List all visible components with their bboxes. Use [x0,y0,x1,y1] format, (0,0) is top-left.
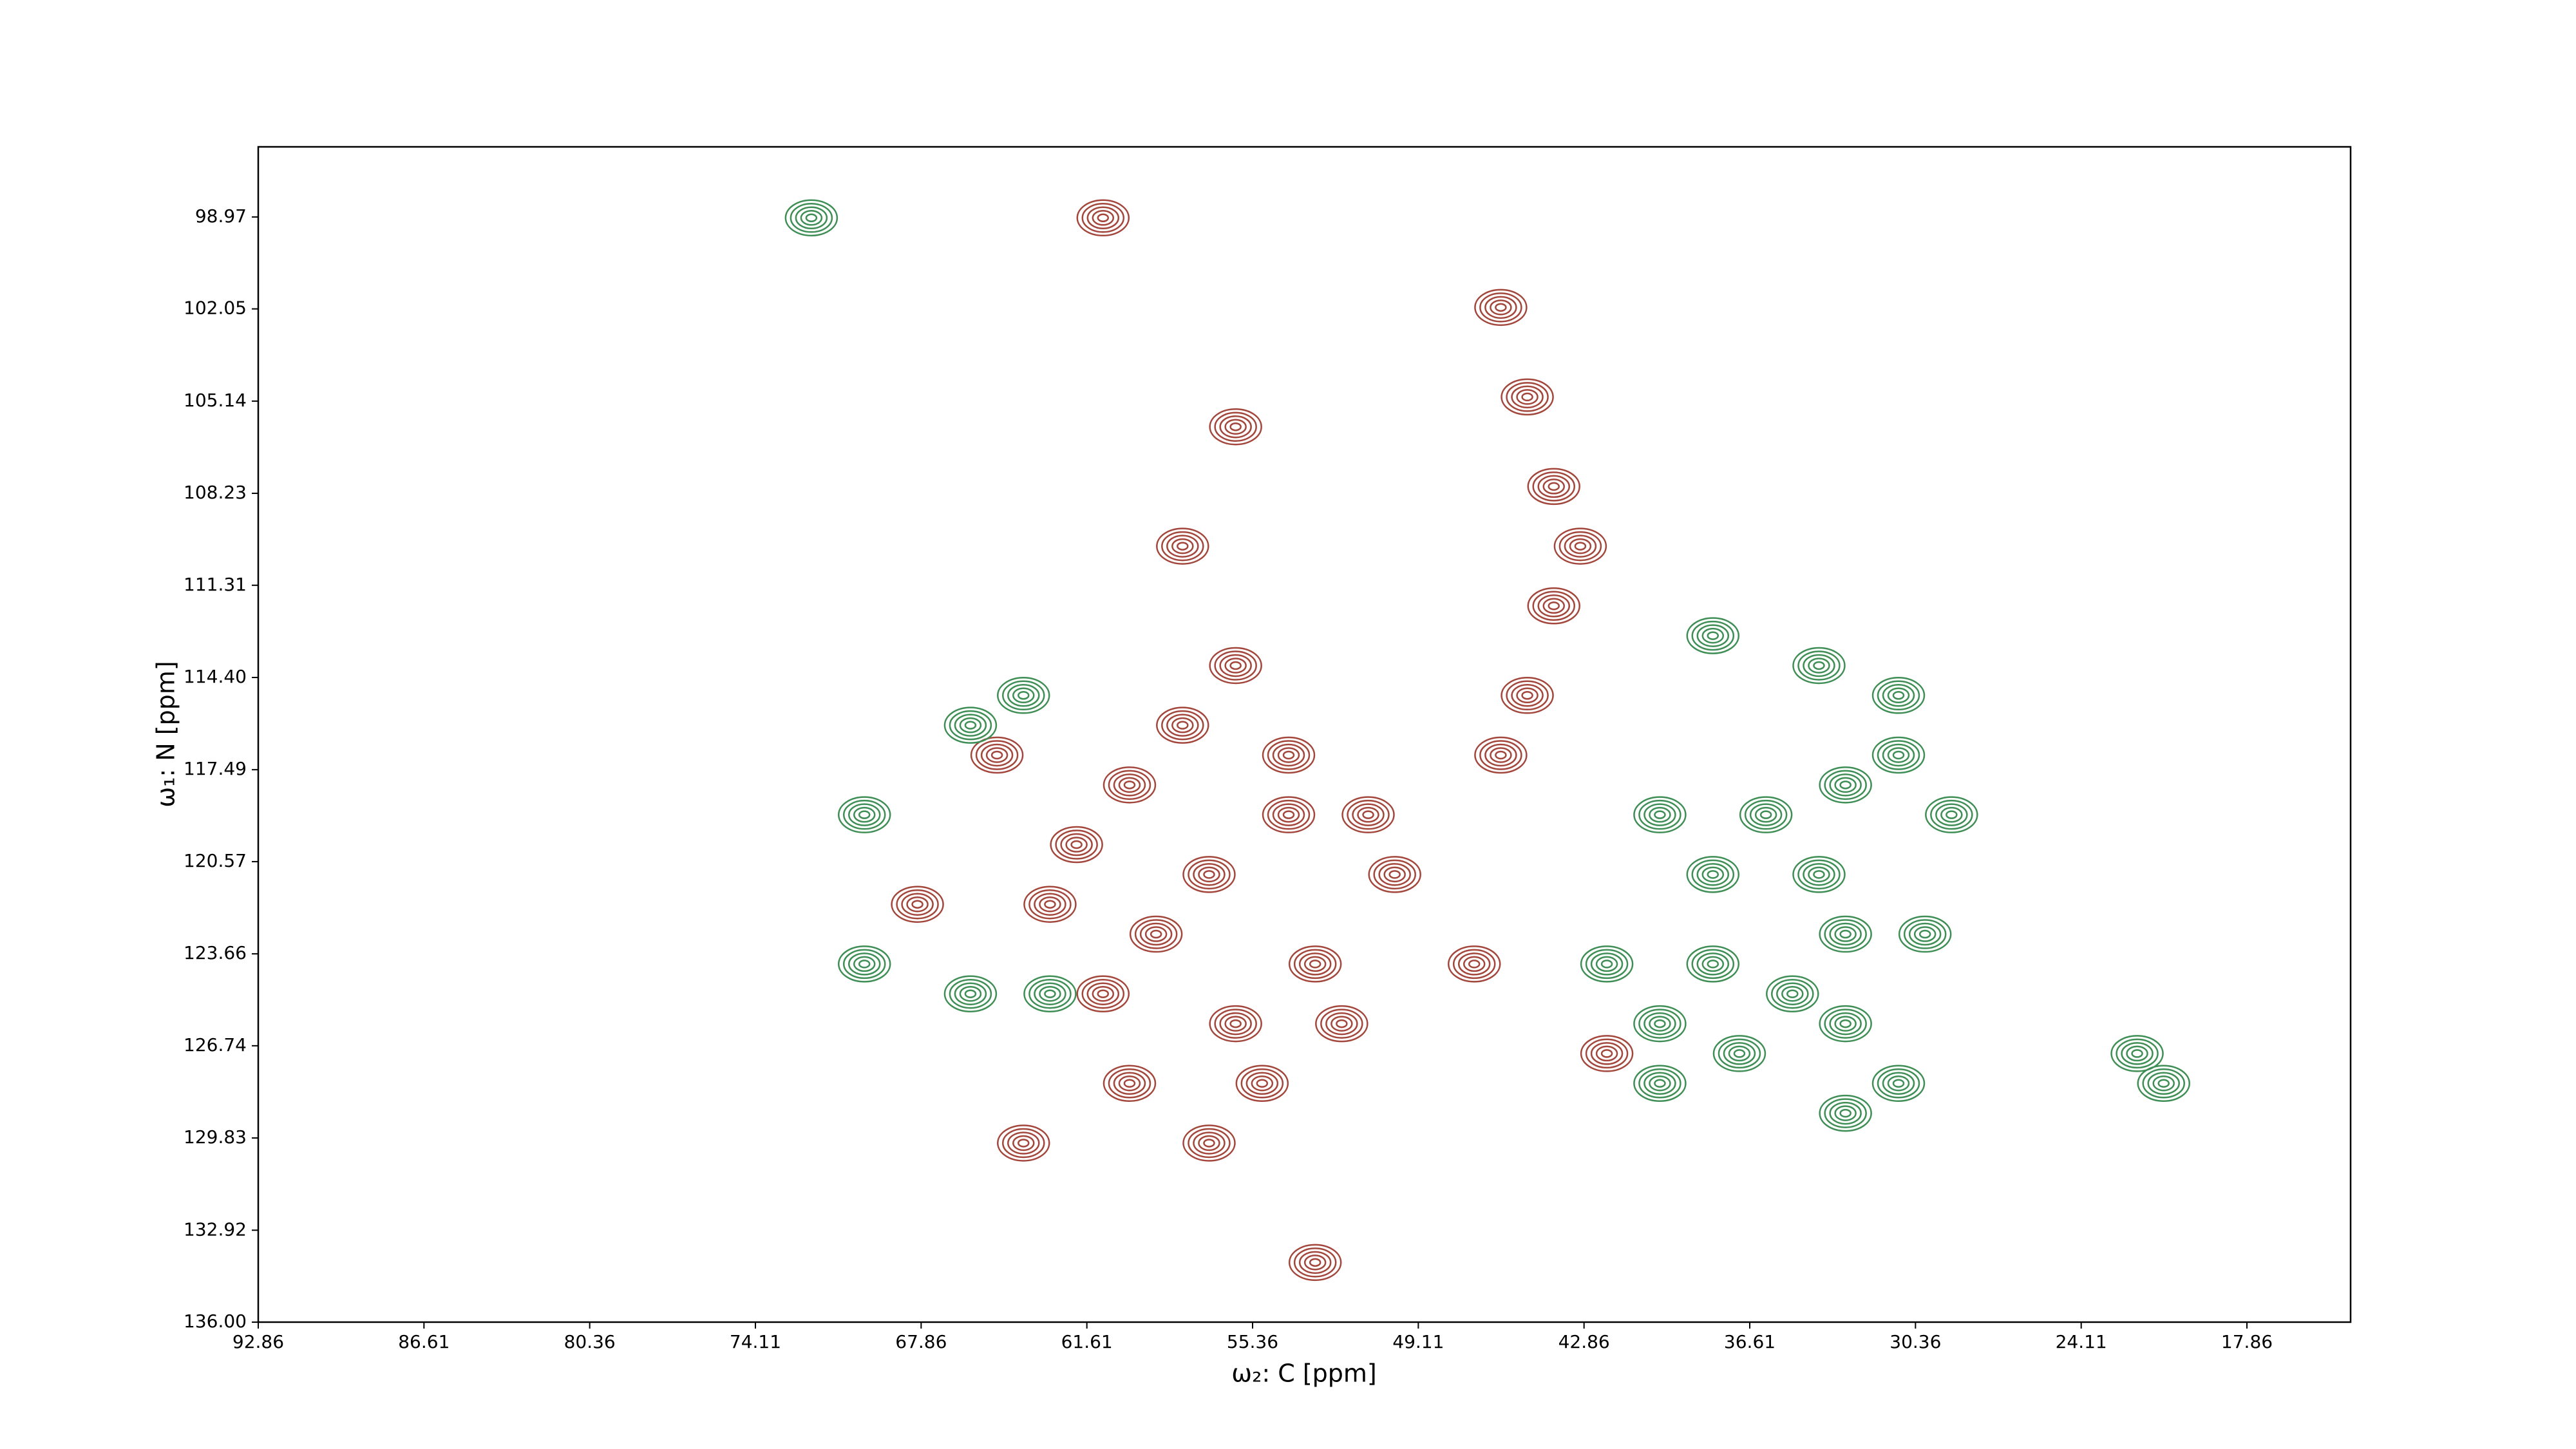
contour-peak [1633,1065,1687,1102]
y-tick-label: 117.49 [184,758,247,779]
contour-peak [1501,378,1554,416]
contour-peak [1023,975,1077,1012]
contour-peak [1209,647,1262,685]
contour-peak [2110,1035,2164,1072]
contour-peak [1686,856,1740,893]
x-tick-label: 80.36 [564,1331,616,1352]
x-tick-label: 86.61 [398,1331,450,1352]
contour-peak [1209,408,1262,446]
x-tick-label: 36.61 [1724,1331,1776,1352]
contour-peak [1103,1065,1157,1102]
contour-peak [1819,766,1872,804]
contour-peak [1023,886,1077,923]
contour-peak [943,975,998,1012]
contour-peak [997,1124,1050,1162]
x-tick-label: 74.11 [730,1331,781,1352]
contour-peak [1209,1005,1262,1043]
contour-peak [943,706,998,744]
contour-peak [2137,1065,2190,1102]
x-tick-label: 67.86 [895,1331,947,1352]
contour-peak [1527,587,1580,625]
contour-peak [1474,289,1528,327]
contour-peak [1050,826,1103,864]
contour-peak [1580,945,1634,983]
contour-peak [1925,796,1978,833]
y-tick-label: 114.40 [184,666,247,687]
contour-peak [1553,527,1607,565]
y-tick-label: 98.97 [195,205,247,227]
x-tick-label: 92.86 [232,1331,284,1352]
y-tick-label: 102.05 [184,298,247,319]
contour-peak [891,886,944,923]
contour-peak [1315,1005,1368,1043]
x-tick-label: 49.11 [1392,1331,1444,1352]
contour-peak [1182,1124,1236,1162]
contour-peak [1633,1005,1687,1043]
y-tick-label: 129.83 [184,1126,247,1148]
contour-peak [1871,1065,1926,1102]
contour-peak [1262,796,1316,833]
x-tick-label: 42.86 [1558,1331,1610,1352]
contour-peak [1474,736,1528,774]
contour-peak [1235,1065,1289,1102]
contour-peak [1898,915,1952,953]
contour-peak [1871,736,1926,774]
contour-peak [1792,647,1846,685]
contour-peak [1819,915,1872,953]
y-tick-label: 132.92 [184,1218,247,1240]
contour-peak [1076,975,1130,1012]
contour-peak [1871,677,1926,714]
y-tick-label: 111.31 [184,574,247,595]
contour-peak [1792,856,1846,893]
contour-peak [837,796,891,833]
contour-peak [1819,1005,1872,1043]
y-tick-label: 123.66 [184,942,247,963]
contour-peak [1712,1035,1766,1072]
contour-peak [837,945,891,983]
contour-peak [1288,945,1342,983]
y-tick-label: 108.23 [184,482,247,503]
contour-peak [1501,677,1554,714]
contour-peak [784,199,838,237]
contour-peak [1103,766,1157,804]
contour-peak [1076,199,1130,237]
x-axis-label: ω₂: C [ppm] [1231,1359,1376,1388]
y-tick-label: 126.74 [184,1034,247,1056]
contour-peak [1527,468,1580,506]
x-tick-label: 17.86 [2221,1331,2273,1352]
contour-peak [1447,945,1501,983]
x-tick-label: 24.11 [2056,1331,2107,1352]
y-axis-label: ω₁: N [ppm] [152,661,180,807]
contour-peak [1341,796,1395,833]
contour-peak [1686,617,1740,654]
plot-frame [257,146,2352,1323]
contour-peak [1739,796,1793,833]
contour-peak [1633,796,1687,833]
contour-peak [1262,736,1316,774]
contour-peak [1368,856,1421,893]
contour-peak [1766,975,1819,1012]
y-tick-label: 105.14 [184,390,247,411]
y-tick-label: 120.57 [184,850,247,871]
contour-peak [1686,945,1740,983]
contour-peak [1182,856,1236,893]
contour-peak [1288,1244,1342,1282]
contour-peak [1156,527,1209,565]
contour-peak [1819,1094,1872,1132]
x-tick-label: 55.36 [1227,1331,1278,1352]
x-tick-label: 61.61 [1061,1331,1113,1352]
contour-peak [997,677,1050,714]
x-tick-label: 30.36 [1889,1331,1941,1352]
contour-peak [1156,706,1209,744]
contour-peak [970,736,1024,774]
y-tick-label: 136.00 [184,1311,247,1332]
contour-peak [1129,915,1183,953]
contour-peak [1580,1035,1634,1072]
